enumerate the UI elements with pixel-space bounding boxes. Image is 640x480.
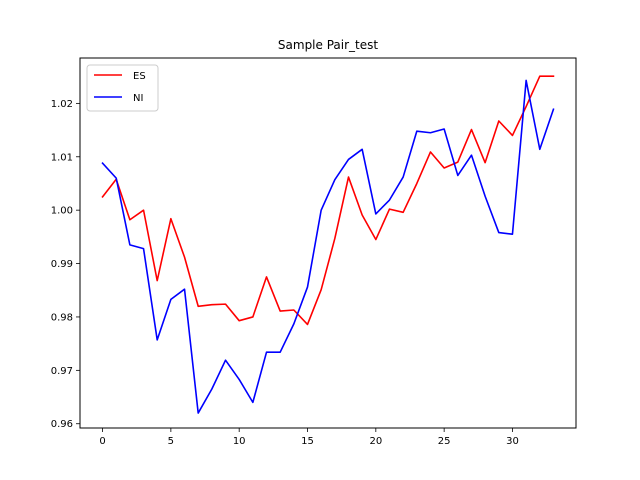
y-tick-label: 0.99 bbox=[51, 259, 73, 270]
y-tick-label: 1.02 bbox=[51, 99, 73, 110]
x-tick-label: 15 bbox=[301, 436, 314, 447]
x-tick-label: 25 bbox=[438, 436, 451, 447]
x-tick-label: 20 bbox=[369, 436, 382, 447]
x-tick-label: 0 bbox=[99, 436, 105, 447]
plot-area bbox=[79, 57, 577, 429]
y-tick-label: 1.01 bbox=[51, 152, 73, 163]
y-tick-label: 0.96 bbox=[51, 419, 73, 430]
plot-frame bbox=[79, 57, 577, 429]
x-tick-label: 5 bbox=[168, 436, 174, 447]
x-axis: 0 5 10 15 20 25 30 bbox=[99, 428, 519, 447]
chart-title: Sample Pair_test bbox=[278, 38, 378, 52]
y-axis: 0.96 0.97 0.98 0.99 1.00 1.01 1.02 bbox=[51, 99, 80, 430]
legend: ES NI bbox=[86, 64, 159, 112]
x-tick-label: 30 bbox=[506, 436, 519, 447]
series-line-ni bbox=[101, 79, 555, 414]
y-tick-label: 1.00 bbox=[51, 206, 73, 217]
series-layer bbox=[101, 75, 555, 414]
legend-ni-label: NI bbox=[133, 93, 143, 104]
plot-background bbox=[80, 58, 576, 428]
series-line-es bbox=[101, 75, 555, 326]
x-tick-label: 10 bbox=[233, 436, 246, 447]
legend-es-label: ES bbox=[133, 71, 146, 82]
y-tick-label: 0.97 bbox=[51, 366, 73, 377]
y-tick-label: 0.98 bbox=[51, 312, 73, 323]
legend-box bbox=[86, 64, 159, 112]
